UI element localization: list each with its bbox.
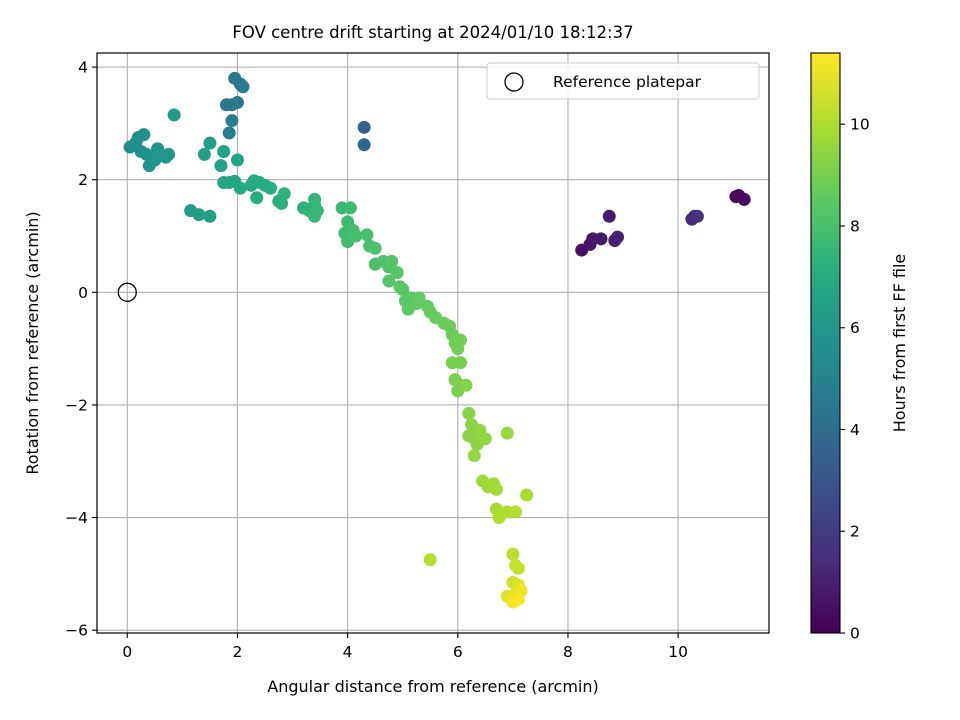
scatter-point [511, 561, 525, 575]
reference-platepar-point [117, 282, 137, 302]
scatter-point [230, 96, 244, 110]
scatter-point [690, 209, 704, 223]
scatter-point [454, 356, 468, 370]
scatter-point [390, 266, 404, 280]
scatter-point [385, 254, 399, 268]
scatter-point [236, 80, 250, 94]
y-axis-label: Rotation from reference (arcmin) [23, 211, 42, 474]
scatter-point [308, 209, 322, 223]
scatter-point [264, 181, 278, 195]
scatter-point [412, 291, 426, 305]
colorbar-ticks: 0 2 4 6 8 10 [840, 116, 870, 643]
scatter-point [360, 228, 374, 242]
colorbar-tick-label: 2 [850, 523, 860, 541]
scatter-point [230, 153, 244, 167]
colorbar-frame [810, 52, 841, 634]
colorbar-tick-label: 8 [850, 217, 860, 235]
y-tick-label: 2 [78, 171, 88, 189]
scatter-point [250, 191, 264, 205]
scatter-point [214, 159, 228, 173]
x-tick-label: 8 [563, 643, 573, 661]
plot-frame [96, 52, 770, 634]
legend-marker-icon [504, 72, 524, 92]
scatter-point [511, 592, 525, 606]
scatter-point [737, 192, 751, 206]
colorbar-gradient [811, 53, 840, 633]
scatter-point [368, 241, 382, 255]
scatter-point [509, 505, 523, 519]
scatter-point [203, 209, 217, 223]
scatter-point [611, 230, 625, 244]
y-tick-label: −2 [65, 396, 88, 414]
y-ticks: 4 2 0 −2 −4 −6 [65, 59, 97, 640]
scatter-point [462, 406, 476, 420]
x-tick-label: 10 [668, 643, 688, 661]
y-tick-label: 4 [78, 59, 88, 77]
scatter-point [137, 128, 151, 142]
scatter-point [602, 209, 616, 223]
scatter-point [467, 449, 481, 463]
scatter-point [489, 482, 503, 496]
scatter-point [520, 488, 534, 502]
reference-marker [117, 282, 137, 302]
scatter-point [192, 208, 206, 222]
scatter-point [222, 126, 236, 140]
scatter-point [167, 108, 181, 122]
x-ticks: 0 2 4 6 8 10 [122, 633, 688, 661]
scatter-point [308, 192, 322, 206]
colorbar-tick-label: 4 [850, 421, 860, 439]
scatter-point [594, 232, 608, 246]
scatter-point [478, 432, 492, 446]
y-tick-label: −4 [65, 509, 88, 527]
data-points [123, 71, 751, 609]
scatter-point [233, 181, 247, 195]
scatter-point [277, 187, 291, 201]
colorbar-tick-label: 6 [850, 319, 860, 337]
scatter-point [162, 147, 176, 161]
y-tick-label: 0 [78, 284, 88, 302]
colorbar-label: Hours from first FF file [890, 254, 909, 433]
grid-lines [97, 53, 769, 633]
scatter-point [217, 145, 231, 159]
scatter-point [382, 274, 396, 288]
scatter-point [396, 283, 410, 297]
legend-box [486, 62, 760, 100]
chart-title: FOV centre drift starting at 2024/01/10 … [232, 23, 633, 42]
scatter-point [459, 378, 473, 392]
x-tick-label: 6 [453, 643, 463, 661]
colorbar: 0 2 4 6 8 10 Hours from first FF file [810, 52, 909, 643]
colorbar-tick-label: 10 [850, 116, 870, 134]
scatter-point [500, 426, 514, 440]
scatter-point [423, 553, 437, 567]
legend-label: Reference platepar [553, 73, 702, 91]
colorbar-tick-label: 0 [850, 625, 860, 643]
scatter-point [197, 147, 211, 161]
x-tick-label: 4 [343, 643, 353, 661]
y-tick-label: −6 [65, 622, 88, 640]
scatter-point [343, 201, 357, 215]
x-tick-label: 0 [122, 643, 132, 661]
scatter-point [357, 138, 371, 152]
scatter-point [451, 342, 465, 356]
scatter-point [357, 120, 371, 134]
scatter-point [225, 114, 239, 128]
x-tick-label: 2 [233, 643, 243, 661]
scatter-point [203, 136, 217, 150]
legend: Reference platepar [486, 62, 760, 100]
x-axis-label: Angular distance from reference (arcmin) [267, 677, 598, 696]
scatter-point [506, 547, 520, 561]
scatter-point [349, 229, 363, 243]
